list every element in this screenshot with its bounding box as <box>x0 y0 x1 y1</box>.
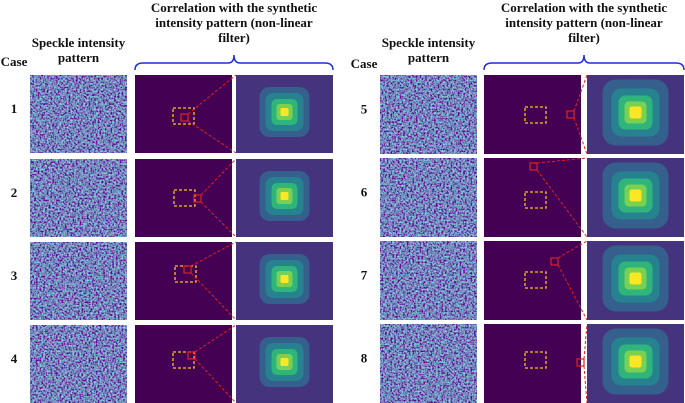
correlation-peak <box>576 358 585 367</box>
case-label: 7 <box>361 267 368 282</box>
peak-pixels <box>280 275 289 283</box>
speckle-header: Speckle intensity pattern <box>32 35 126 65</box>
peak-pixels <box>629 355 642 368</box>
search-region <box>524 191 547 209</box>
search-region <box>524 106 547 124</box>
correlation-map <box>135 242 232 320</box>
zoom-line <box>200 158 237 196</box>
brace <box>483 54 685 71</box>
brace <box>134 54 334 71</box>
zoom-line <box>573 74 588 112</box>
text-line: pattern <box>58 50 100 65</box>
case-label: 6 <box>361 184 368 199</box>
text-line: Speckle intensity <box>382 35 476 50</box>
case-label: 1 <box>11 101 18 116</box>
text-line: Correlation with the synthetic <box>151 0 317 15</box>
speckle-image <box>30 242 127 320</box>
correlation-map <box>484 158 581 237</box>
peak-pixels <box>629 189 642 202</box>
zoom-line <box>557 264 588 321</box>
search-region <box>172 107 195 125</box>
zoom-line <box>190 272 237 321</box>
correlation-peak <box>566 110 575 119</box>
zoom-line <box>573 117 588 155</box>
correlation-peak <box>529 162 538 171</box>
search-region <box>173 189 196 207</box>
speckle-image <box>30 159 127 237</box>
text-line: filter) <box>568 30 600 45</box>
speckle-image <box>380 324 477 403</box>
speckle-image <box>30 75 127 153</box>
zoom-line <box>583 323 588 360</box>
case-label: 4 <box>11 351 18 366</box>
search-region <box>524 271 547 289</box>
correlation-header: Correlation with the synthetic intensity … <box>151 0 317 45</box>
zoom-line <box>187 74 237 115</box>
speckle-image <box>380 241 477 320</box>
zoom-line <box>190 241 237 267</box>
peak-pixels <box>280 192 289 200</box>
zoom-line <box>583 365 588 403</box>
speckle-image <box>380 158 477 237</box>
zoom-line <box>200 201 237 238</box>
correlation-peak <box>183 265 192 274</box>
correlation-peak <box>550 257 559 266</box>
zoom-line <box>536 169 588 238</box>
correlation-peak <box>187 351 196 360</box>
correlation-header: Correlation with the synthetic intensity … <box>501 0 667 45</box>
peak-pixels <box>280 358 289 366</box>
case-label: 5 <box>361 101 368 116</box>
peak-pixels <box>629 106 642 119</box>
case-label: 8 <box>361 350 368 365</box>
case-label: 3 <box>11 268 18 283</box>
zoom-line <box>194 324 237 353</box>
correlation-map <box>484 75 581 154</box>
case-header: Case <box>351 56 378 71</box>
case-label: 2 <box>11 185 18 200</box>
speckle-image <box>380 75 477 154</box>
text-line: Speckle intensity <box>32 35 126 50</box>
zoom-line <box>557 240 588 259</box>
peak-pixels <box>629 272 642 285</box>
text-line: intensity pattern (non-linear <box>155 15 313 30</box>
text-line: intensity pattern (non-linear <box>505 15 663 30</box>
speckle-image <box>30 325 127 403</box>
search-region <box>524 351 547 369</box>
speckle-header: Speckle intensity pattern <box>382 35 476 65</box>
peak-pixels <box>280 108 289 116</box>
correlation-peak <box>193 194 202 203</box>
search-region <box>172 351 195 369</box>
text-line: Correlation with the synthetic <box>501 0 667 15</box>
correlation-peak <box>180 113 189 122</box>
correlation-map <box>484 324 581 403</box>
text-line: pattern <box>408 50 450 65</box>
zoom-line <box>194 358 237 403</box>
case-header: Case <box>1 54 28 69</box>
correlation-map <box>135 159 232 237</box>
text-line: filter) <box>218 30 250 45</box>
zoom-line <box>536 157 588 164</box>
